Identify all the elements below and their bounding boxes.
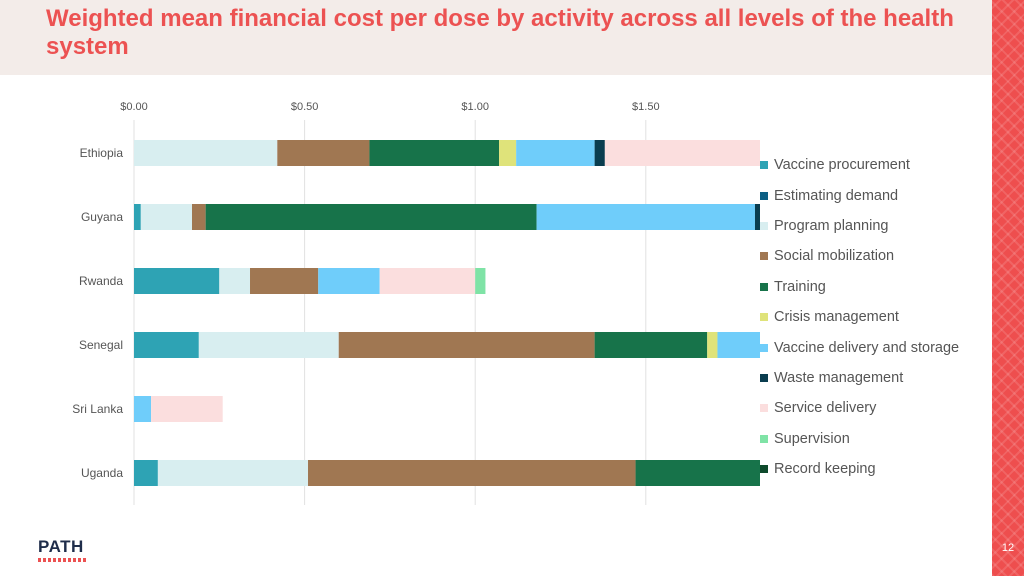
bar-segment (250, 268, 319, 294)
bar-segment (192, 204, 206, 230)
legend-swatch (760, 252, 768, 261)
legend-swatch (760, 465, 768, 474)
legend-swatch (760, 434, 768, 443)
legend-swatch (760, 343, 768, 352)
legend-swatch (760, 373, 768, 382)
bar-segment (707, 332, 718, 358)
legend-label: Program planning (774, 217, 889, 234)
x-tick-label: $1.00 (461, 101, 489, 113)
legend-item: Vaccine procurement (760, 150, 959, 180)
legend-item: Waste management (760, 363, 959, 393)
legend-swatch (760, 191, 768, 200)
legend-label: Record keeping (774, 461, 876, 478)
legend-label: Estimating demand (774, 187, 899, 204)
category-label: Sri Lanka (72, 402, 123, 416)
legend-swatch (760, 282, 768, 291)
bar-segment (219, 268, 251, 294)
legend-swatch (760, 221, 768, 230)
bar-segment (157, 460, 309, 486)
bar-segment (277, 140, 370, 166)
slide-title: Weighted mean financial cost per dose by… (46, 5, 954, 60)
bar-segment (134, 204, 141, 230)
legend-label: Social mobilization (774, 248, 895, 265)
page-number: 12 (1001, 542, 1015, 554)
legend-item: Supervision (760, 424, 959, 454)
legend-label: Waste management (774, 369, 904, 386)
legend-label: Vaccine procurement (774, 157, 910, 174)
legend-swatch (760, 313, 768, 322)
category-label: Rwanda (79, 274, 123, 288)
category-label: Uganda (81, 466, 123, 480)
legend-item: Estimating demand (760, 180, 959, 210)
bar-segment (516, 140, 595, 166)
legend-label: Vaccine delivery and storage (774, 339, 960, 356)
decorative-side-strip (992, 0, 1024, 576)
category-label: Ethiopia (80, 146, 124, 160)
legend-item: Record keeping (760, 454, 959, 484)
category-label: Senegal (79, 338, 123, 352)
bar-segment (717, 332, 760, 358)
bar-segment (379, 268, 476, 294)
legend-label: Crisis management (774, 309, 899, 326)
bar-segment (308, 460, 636, 486)
bar-segment (134, 140, 278, 166)
bar-segment (134, 332, 199, 358)
bar-segment (754, 204, 760, 230)
stacked-bar-chart: $0.00$0.50$1.00$1.50$2.00$2.50$3.00$3.50… (72, 101, 760, 505)
bar-segment (499, 140, 517, 166)
bar-segment (318, 268, 380, 294)
bar-segment (151, 396, 223, 422)
bar-segment (475, 268, 486, 294)
bars (134, 140, 760, 486)
logo-text: PATH (38, 537, 84, 556)
legend-label: Service delivery (774, 400, 877, 417)
bar-segment (369, 140, 500, 166)
legend-item: Program planning (760, 211, 959, 241)
x-tick-label: $0.50 (291, 101, 319, 113)
legend-swatch (760, 161, 768, 170)
x-axis-ticks: $0.00$0.50$1.00$1.50$2.00$2.50$3.00$3.50 (120, 101, 660, 113)
legend-label: Supervision (774, 430, 850, 447)
bar-segment (134, 396, 152, 422)
bar-segment (635, 460, 760, 486)
x-tick-label: $1.50 (632, 101, 660, 113)
bar-segment (140, 204, 193, 230)
header-band (0, 0, 992, 75)
legend-item: Service delivery (760, 393, 959, 423)
bar-segment (604, 140, 760, 166)
category-labels: Ethiopia Guyana Rwanda Senegal Sri Lanka Ugan… (72, 146, 123, 480)
bar-segment (594, 332, 708, 358)
legend-item: Training (760, 272, 959, 302)
gridlines (133, 120, 647, 505)
legend-item: Social mobilization (760, 241, 959, 271)
legend-item: Vaccine delivery and storage (760, 332, 959, 362)
bar-segment (536, 204, 755, 230)
bar-segment (134, 460, 158, 486)
path-logo: PATH (38, 538, 88, 562)
bar-segment (338, 332, 595, 358)
logo-underline (38, 558, 88, 562)
bar-segment (134, 268, 220, 294)
legend-item: Crisis management (760, 302, 959, 332)
category-label: Guyana (81, 210, 123, 224)
legend-swatch (760, 404, 768, 413)
bar-segment (594, 140, 605, 166)
bar-segment (198, 332, 339, 358)
legend-label: Training (774, 278, 826, 295)
legend: Vaccine procurement Estimating demand Prog… (760, 150, 959, 484)
x-tick-label: $0.00 (120, 101, 148, 113)
bar-segment (205, 204, 537, 230)
